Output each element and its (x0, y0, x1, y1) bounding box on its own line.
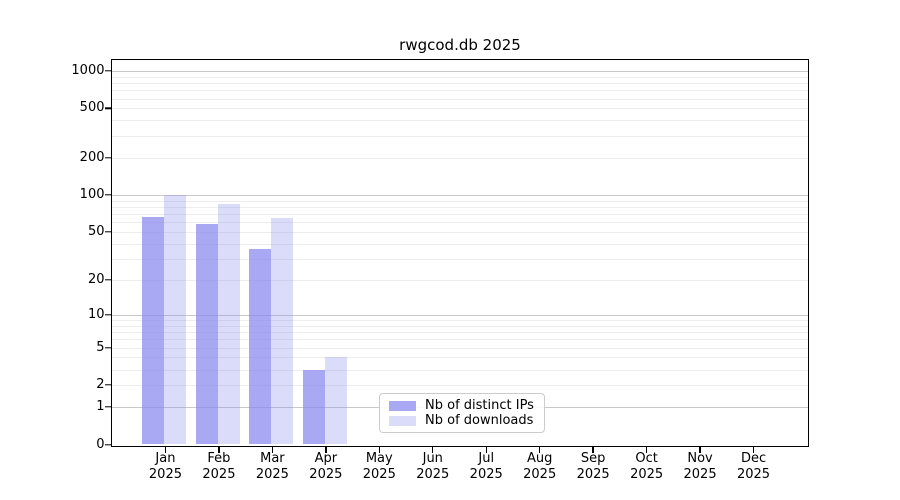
x-tick-label: Oct 2025 (630, 451, 664, 482)
y-tick-mark (104, 231, 111, 233)
gridline-major-1000 (112, 70, 808, 72)
gridline-minor-700 (112, 90, 808, 92)
x-tick-label: Dec 2025 (736, 451, 771, 482)
bar-distinct-ips-mar (249, 249, 272, 445)
gridline-minor-600 (112, 98, 808, 100)
y-tick-mark (104, 107, 111, 110)
chart-title: rwgcod.db 2025 (399, 36, 521, 54)
legend-item-distinct-ips: Nb of distinct IPs (389, 398, 535, 413)
x-tick-mark (271, 447, 274, 453)
gridline-minor-50 (112, 231, 808, 233)
gridline-minor-8 (112, 325, 808, 327)
bar-distinct-ips-jan (142, 217, 165, 445)
bar-downloads-mar (271, 217, 294, 445)
y-tick-mark (104, 384, 111, 386)
y-tick-label: 1000 (71, 62, 105, 78)
y-tick-mark (104, 406, 111, 408)
y-tick-mark (104, 70, 111, 72)
x-tick-label: Aug 2025 (523, 451, 557, 482)
legend-label-downloads: Nb of downloads (425, 413, 534, 428)
x-tick-mark (218, 447, 220, 453)
x-tick-mark (699, 447, 701, 453)
y-tick-mark (104, 279, 111, 281)
x-tick-label: May 2025 (362, 451, 396, 482)
gridline-minor-900 (112, 76, 808, 78)
gridline-minor-500 (112, 108, 808, 110)
gridline-major-100 (112, 194, 808, 196)
x-tick-label: Jul 2025 (469, 451, 503, 482)
gridline-minor-20 (112, 279, 808, 281)
gridline-minor-90 (112, 200, 808, 202)
gridline-minor-9 (112, 320, 808, 321)
plot-area: 0 1 2 5 10 20 50 100 200 500 1000 Jan 2025 Feb 2025 Mar… (71, 59, 809, 482)
x-tick-mark (378, 447, 380, 453)
legend-swatch-downloads (389, 415, 416, 426)
gridline-minor-400 (112, 120, 808, 122)
legend: Nb of distinct IPs Nb of downloads (379, 393, 545, 433)
y-tick-mark (104, 314, 111, 316)
y-tick-mark (104, 346, 111, 349)
y-tick-mark (104, 443, 111, 446)
x-tick-mark (645, 447, 648, 453)
x-tick-label: Nov 2025 (683, 451, 717, 482)
x-tick-mark (164, 447, 167, 453)
x-tick-label: Jan 2025 (148, 451, 182, 482)
y-tick-label: 20 (87, 271, 105, 287)
y-tick-mark (104, 157, 111, 159)
gridline-minor-200 (112, 157, 808, 159)
bar-distinct-ips-apr (302, 369, 325, 445)
gridline-minor-80 (112, 206, 808, 208)
x-tick-mark (432, 447, 434, 453)
gridline-minor-7 (112, 332, 808, 334)
y-tick-label: 50 (87, 223, 105, 239)
bar-distinct-ips-feb (195, 224, 218, 445)
x-tick-label: Sep 2025 (576, 451, 610, 482)
x-tick-label: Mar 2025 (255, 451, 289, 482)
x-tick-label: Jun 2025 (416, 451, 450, 482)
y-tick-label: 5 (96, 339, 105, 355)
y-tick-label: 0 (96, 436, 105, 452)
y-tick-label: 10 (87, 306, 105, 322)
y-tick-label: 100 (79, 186, 105, 202)
x-tick-mark (592, 447, 594, 453)
gridline-minor-5 (112, 347, 808, 349)
gridline-major-10 (112, 314, 808, 316)
y-tick-label: 200 (79, 149, 105, 165)
gridline-minor-6 (112, 339, 808, 341)
gridline-minor-30 (112, 258, 808, 260)
legend-label-distinct-ips: Nb of distinct IPs (425, 398, 534, 413)
x-tick-mark (538, 447, 541, 453)
gridline-minor-300 (112, 135, 808, 137)
y-tick-label: 500 (79, 100, 105, 116)
bar-downloads-feb (217, 203, 240, 445)
gridline-minor-3 (112, 369, 808, 371)
legend-item-downloads: Nb of downloads (389, 413, 535, 428)
bar-downloads-apr (324, 357, 347, 445)
x-tick-mark (485, 447, 487, 453)
gridline-minor-800 (112, 83, 808, 84)
x-tick-mark (752, 447, 755, 453)
gridline-minor-2 (112, 385, 808, 387)
y-tick-mark (104, 194, 111, 196)
y-tick-label: 1 (96, 399, 105, 415)
gridline-minor-4 (112, 357, 808, 359)
bar-downloads-jan (164, 194, 187, 445)
legend-swatch-distinct-ips (389, 400, 416, 411)
gridline-minor-60 (112, 222, 808, 224)
x-tick-label: Feb 2025 (202, 451, 236, 482)
gridline-minor-70 (112, 214, 808, 216)
x-tick-mark (325, 447, 327, 453)
gridline-minor-40 (112, 243, 808, 245)
x-tick-label: Apr 2025 (309, 451, 343, 482)
y-tick-label: 2 (96, 377, 105, 393)
